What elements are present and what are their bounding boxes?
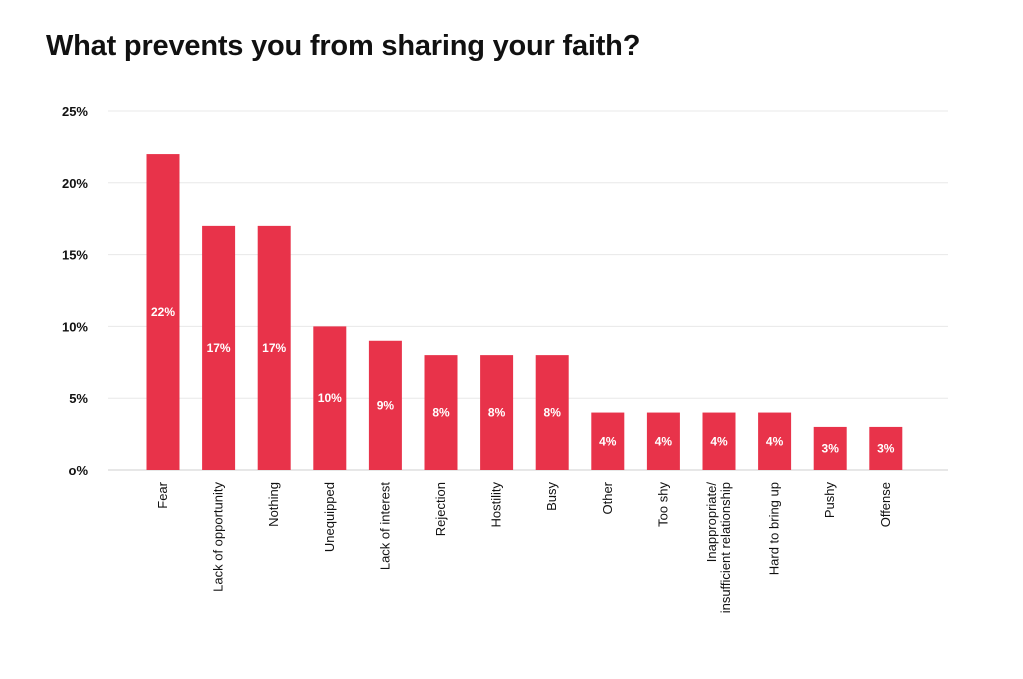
bar (646, 412, 680, 470)
category-label: Fear (155, 481, 170, 508)
bar (813, 426, 847, 470)
bar-data-label: 17% (207, 341, 231, 355)
bar-data-label: 4% (710, 434, 728, 448)
bar (535, 355, 569, 470)
bar (424, 355, 458, 470)
category-labels: Fear Lack of opportunity Nothing Unequipped… (155, 481, 893, 613)
bar-data-label: 3% (822, 441, 840, 455)
bar-data-label: 10% (318, 391, 342, 405)
category-label-line: Busy (544, 482, 559, 511)
category-label-line: Hostility (489, 482, 504, 528)
category-label-line: Fear (155, 481, 170, 508)
category-label: Lack of opportunity (211, 482, 226, 592)
category-label: Unequipped (322, 482, 337, 552)
bar-data-label: 8% (432, 406, 450, 420)
bar-data-label: 22% (151, 305, 175, 319)
bar-data-label: 4% (599, 434, 617, 448)
category-label: Hostility (489, 482, 504, 528)
bar-data-label: 17% (262, 341, 286, 355)
category-label-line: Lack of opportunity (211, 482, 226, 592)
category-label-line: Rejection (433, 482, 448, 536)
bar (869, 426, 903, 470)
category-label: Lack of interest (377, 482, 392, 571)
category-label-line: Hard to bring up (767, 482, 782, 575)
category-label-line: Inappropriate/ (704, 482, 719, 563)
bar-data-label: 4% (766, 434, 784, 448)
y-tick-label: 25% (62, 104, 88, 119)
bar-data-label: 4% (655, 434, 673, 448)
category-label: Rejection (433, 482, 448, 536)
bar (202, 225, 236, 470)
gridlines (108, 110, 948, 471)
category-label: Too shy (655, 482, 670, 527)
bar-data-labels: 22% 17% 17% 10% 9% 8% 8% 8% 4% 4% 4% 4% 3% 3% (151, 305, 895, 455)
y-tick-label: o% (69, 463, 89, 478)
bar (146, 154, 180, 470)
bar-data-label: 8% (488, 406, 506, 420)
y-tick-label: 20% (62, 176, 88, 191)
bar (313, 326, 347, 470)
category-label: Hard to bring up (767, 482, 782, 575)
category-label-line: Too shy (655, 482, 670, 527)
bar (480, 355, 514, 470)
category-label-line: Pushy (822, 482, 837, 519)
bar-data-label: 8% (544, 406, 562, 420)
bars (146, 154, 903, 470)
bar (591, 412, 625, 470)
category-label: Inappropriate/insufficient relationship (704, 482, 733, 614)
category-label: Other (600, 481, 615, 514)
category-label-line: Offense (878, 482, 893, 527)
bar (758, 412, 792, 470)
bar (368, 340, 402, 470)
category-label: Offense (878, 482, 893, 527)
bar-data-label: 3% (877, 441, 895, 455)
y-tick-label: 10% (62, 319, 88, 334)
y-tick-label: 5% (69, 391, 88, 406)
category-label: Busy (544, 482, 559, 511)
category-label-line: Lack of interest (377, 482, 392, 571)
category-label-line: Nothing (266, 482, 281, 527)
y-axis-ticks: o% 5% 10% 15% 20% 25% (62, 104, 88, 478)
chart-title: What prevents you from sharing your fait… (46, 30, 641, 62)
category-label-line: Other (600, 481, 615, 514)
category-label: Nothing (266, 482, 281, 527)
category-label: Pushy (822, 482, 837, 519)
category-label-line: Unequipped (322, 482, 337, 552)
category-label-line: insufficient relationship (718, 482, 733, 613)
bar-data-label: 9% (377, 398, 395, 412)
bar (702, 412, 736, 470)
bar (257, 225, 291, 470)
y-tick-label: 15% (62, 248, 88, 263)
